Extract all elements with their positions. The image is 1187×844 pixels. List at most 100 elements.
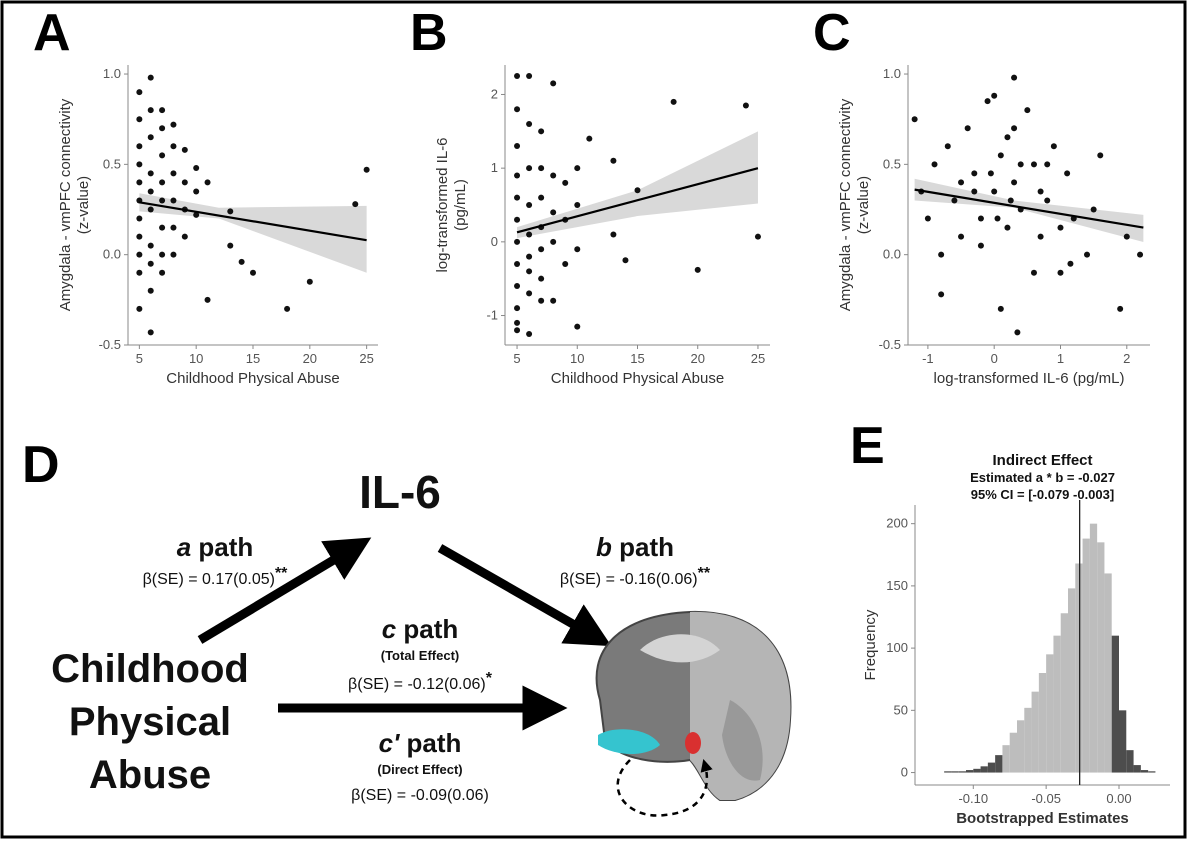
data-point: [574, 323, 581, 330]
data-point: [514, 319, 521, 326]
data-point: [136, 179, 143, 186]
y-tick-label: -1: [486, 308, 498, 323]
data-point: [181, 179, 188, 186]
path-stat: β(SE) = -0.09(0.06): [351, 787, 489, 804]
y-tick-label: 100: [886, 640, 908, 655]
histogram-bar: [1075, 563, 1083, 773]
panel-label: E: [850, 417, 885, 475]
histogram-bar: [1009, 732, 1017, 773]
path-label: b path: [596, 532, 674, 562]
panel-label: C: [813, 4, 851, 62]
data-point: [1037, 233, 1044, 240]
y-axis-title: (z-value): [75, 176, 92, 234]
data-point: [991, 92, 998, 99]
data-point: [170, 224, 177, 231]
chart-title: Indirect Effect: [992, 452, 1092, 469]
data-point: [1123, 233, 1130, 240]
data-point: [136, 116, 143, 123]
data-point: [1011, 125, 1018, 132]
histogram-bar: [1002, 745, 1010, 773]
data-point: [136, 305, 143, 312]
data-point: [951, 197, 958, 204]
histogram-bar: [944, 771, 952, 773]
y-axis-title: (pg/mL): [452, 179, 469, 231]
data-point: [1057, 224, 1064, 231]
data-point: [1030, 269, 1037, 276]
data-point: [352, 201, 359, 208]
significance: **: [275, 565, 288, 582]
data-point: [526, 253, 533, 260]
x-tick-label: 20: [303, 351, 317, 366]
data-point: [1007, 197, 1014, 204]
data-point: [136, 89, 143, 96]
path-word: path: [399, 728, 461, 758]
data-point: [136, 161, 143, 168]
data-point: [1050, 143, 1057, 150]
path-word: path: [396, 614, 458, 644]
data-point: [538, 275, 545, 282]
data-point: [227, 208, 234, 215]
x-tick-label: 25: [751, 351, 765, 366]
data-point: [742, 102, 749, 109]
histogram-bar: [1068, 588, 1076, 773]
path-letter: b: [596, 532, 612, 562]
histogram-bar: [1053, 635, 1061, 773]
histogram-bar: [995, 755, 1003, 773]
x-tick-label: 0.00: [1106, 791, 1131, 806]
data-point: [977, 215, 984, 222]
data-point: [514, 172, 521, 179]
data-point: [634, 187, 641, 194]
data-point: [526, 330, 533, 337]
data-point: [1097, 152, 1104, 159]
data-point: [514, 106, 521, 113]
data-point: [1044, 197, 1051, 204]
data-point: [514, 73, 521, 80]
data-point: [538, 194, 545, 201]
significance: **: [698, 565, 711, 582]
data-point: [958, 233, 965, 240]
data-point: [526, 73, 533, 80]
data-point: [586, 135, 593, 142]
data-point: [170, 121, 177, 128]
histogram-bar: [1104, 573, 1112, 773]
data-point: [694, 266, 701, 273]
x-tick-label: -1: [922, 351, 934, 366]
histogram-bar: [1148, 771, 1156, 773]
y-tick-label: 1: [491, 160, 498, 175]
panel-label: D: [22, 436, 60, 494]
histogram-bar: [1060, 613, 1068, 773]
histogram-bar: [951, 771, 959, 773]
data-point: [147, 329, 154, 336]
chart-subtitle: Estimated a * b = -0.027: [970, 470, 1115, 485]
path-letter: c': [379, 728, 400, 758]
data-point: [958, 179, 965, 186]
data-point: [147, 170, 154, 177]
data-point: [1137, 251, 1144, 258]
y-axis-title: (z-value): [855, 176, 872, 234]
histogram-bar: [1140, 770, 1149, 773]
brain-illustration: [595, 610, 792, 817]
path-stat: β(SE) = -0.16(0.06)**: [560, 565, 711, 588]
data-point: [147, 287, 154, 294]
data-point: [610, 231, 617, 238]
data-point: [911, 116, 918, 123]
data-point: [1014, 329, 1021, 336]
stat: β(SE) = -0.16(0.06): [560, 571, 698, 588]
data-point: [136, 269, 143, 276]
path-label: c path: [382, 614, 459, 644]
x-tick-label: 25: [359, 351, 373, 366]
histogram-bar: [1017, 720, 1025, 773]
data-point: [984, 98, 991, 105]
histogram-bar: [1038, 673, 1047, 773]
data-point: [991, 188, 998, 195]
data-point: [938, 291, 945, 298]
x-tick-label: 5: [136, 351, 143, 366]
y-tick-label: -0.5: [879, 337, 901, 352]
a-arrow: [197, 537, 372, 644]
data-point: [574, 165, 581, 172]
data-point: [550, 172, 557, 179]
data-point: [170, 143, 177, 150]
data-point: [538, 246, 545, 253]
data-point: [1011, 179, 1018, 186]
data-point: [363, 166, 370, 173]
